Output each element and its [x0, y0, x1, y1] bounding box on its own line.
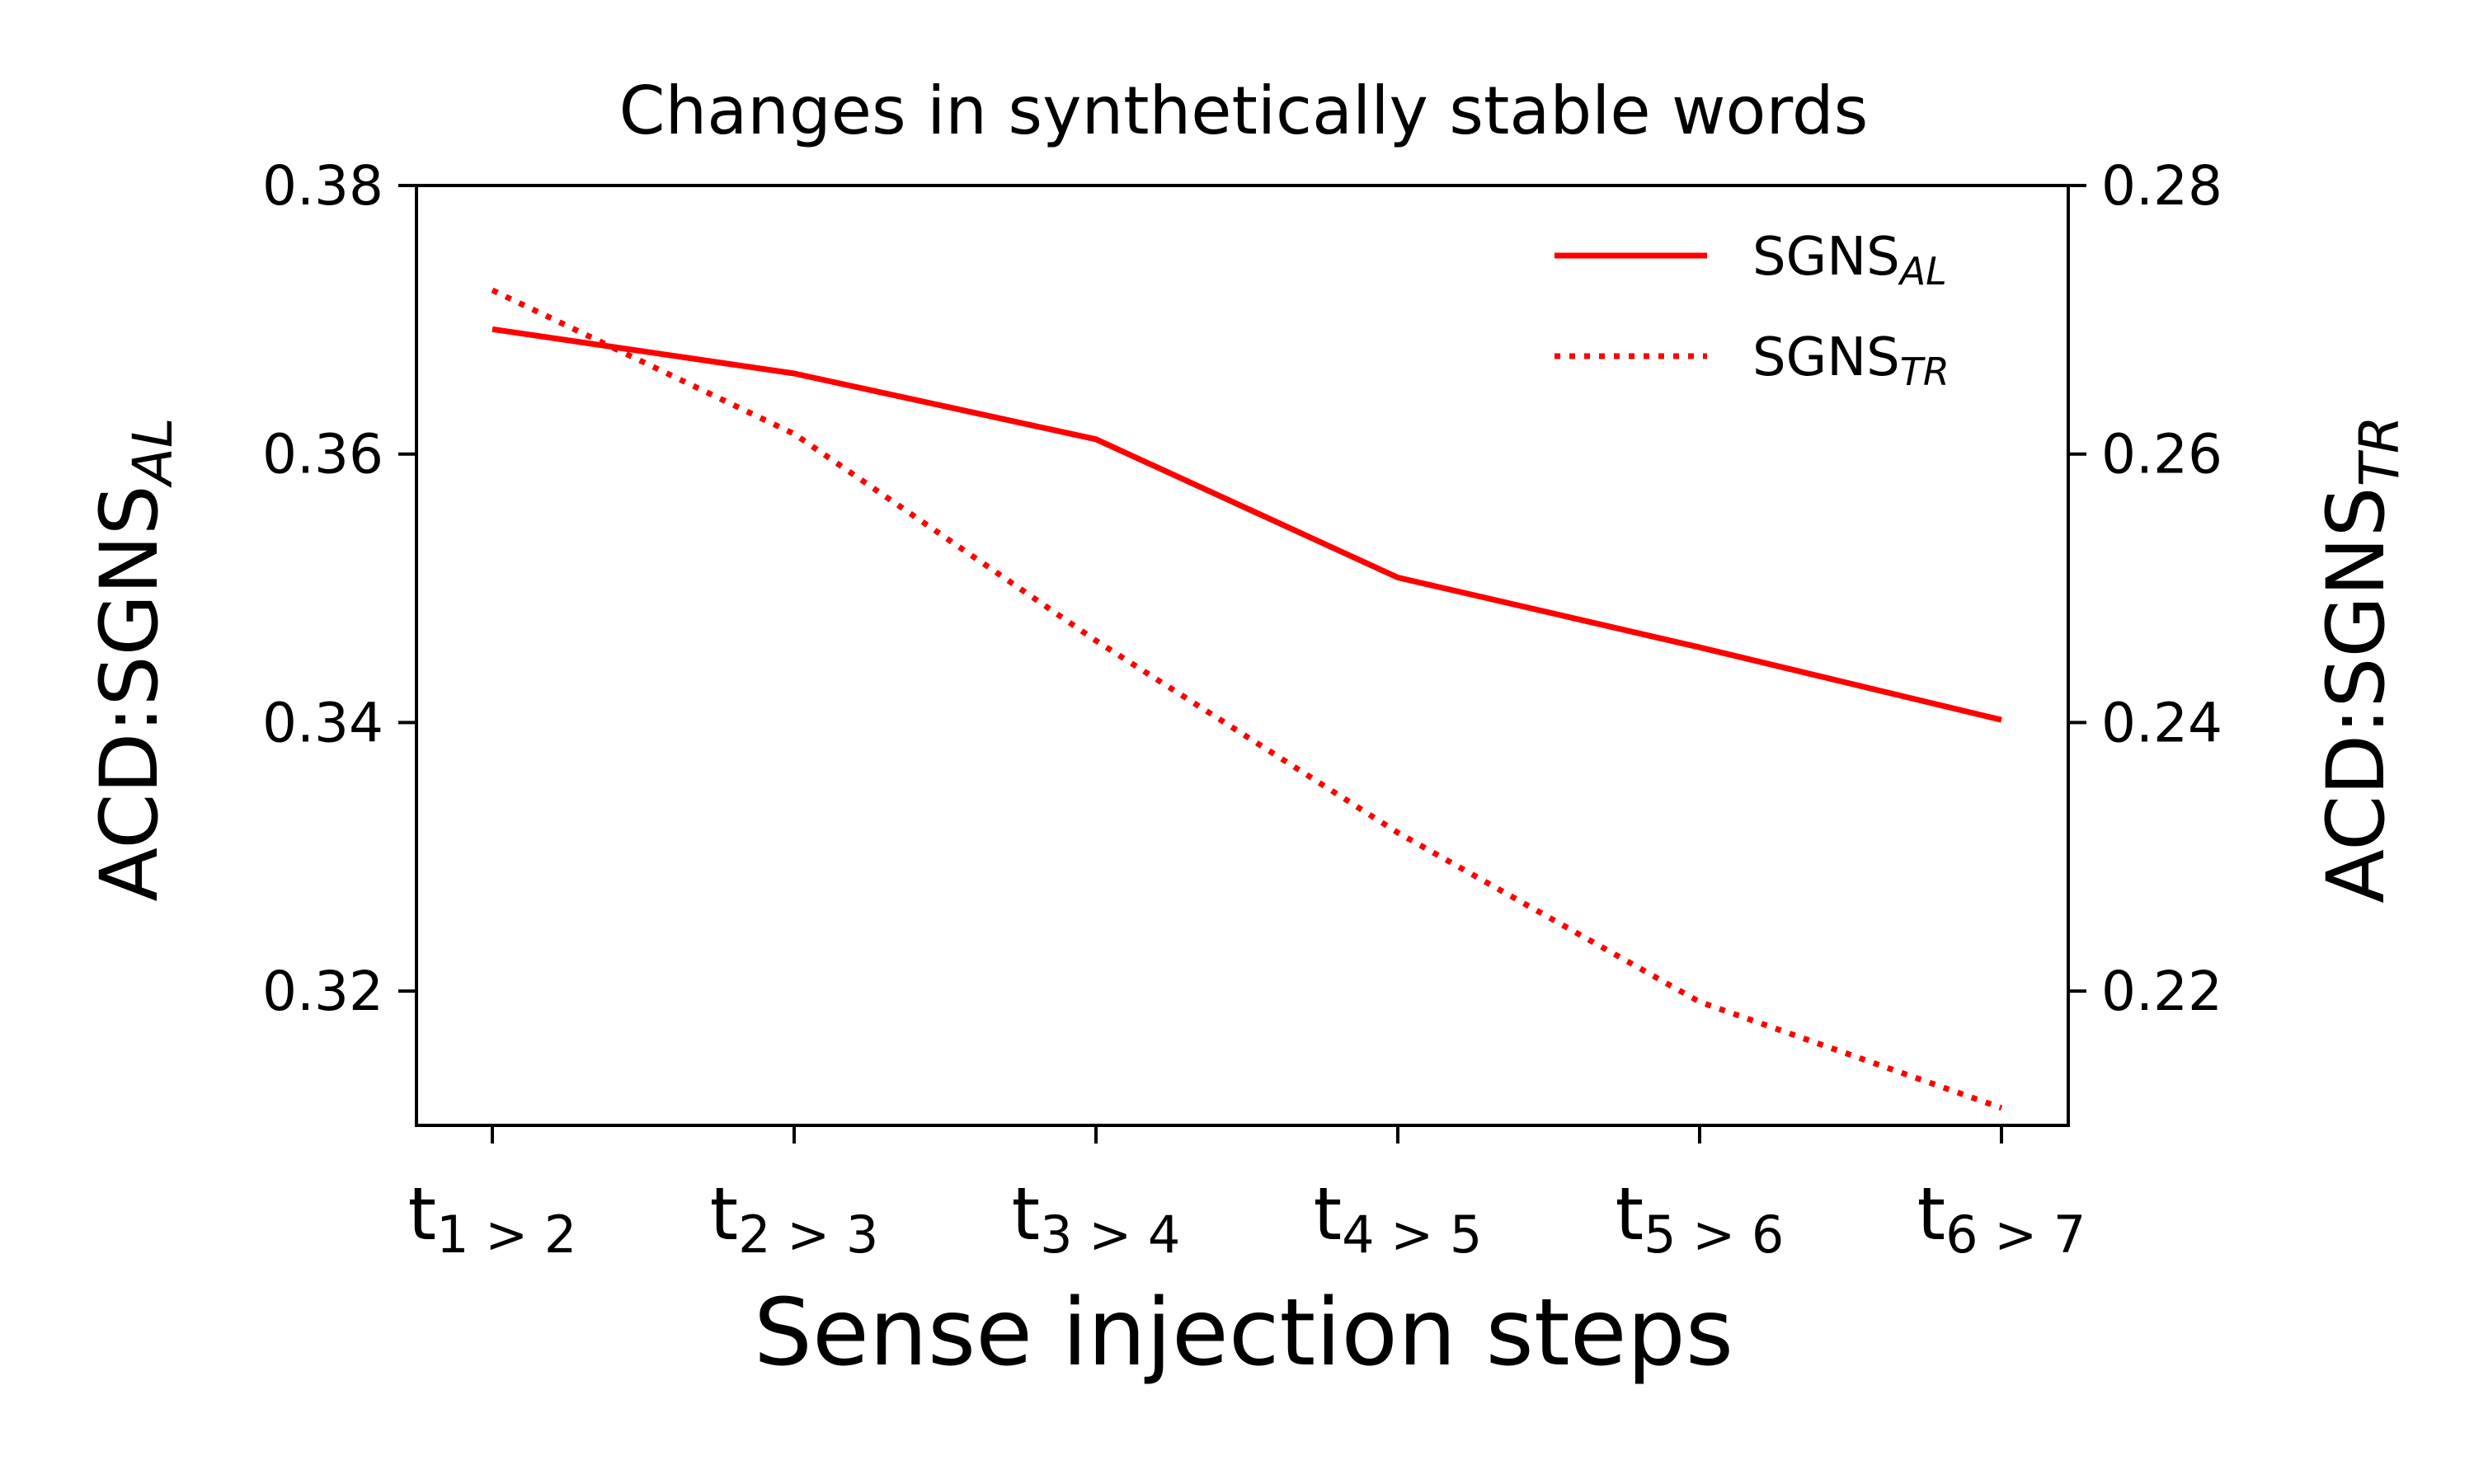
y-axis-left: 0.32 0.34 0.36 0.38	[262, 154, 416, 1023]
y-axis-right-label-main: ACD:SGNS	[2310, 486, 2402, 903]
x-axis: t1 > 2 t2 > 3 t3 > 4 t4 > 5 t5 > 6 t6 > 7	[408, 1125, 2086, 1265]
x-tick-label-sub: 2 > 3	[738, 1205, 878, 1265]
x-tick-label-main: t	[1012, 1172, 1041, 1256]
x-tick-label: t6 > 7	[1917, 1172, 2086, 1265]
series-line-sgns-al	[492, 326, 2002, 723]
x-tick-label-sub: 6 > 7	[1945, 1205, 2086, 1265]
x-tick-label-sub: 5 > 6	[1644, 1205, 1784, 1265]
x-tick-label-main: t	[1616, 1172, 1644, 1256]
y-tick-label-right: 0.28	[2101, 154, 2222, 218]
x-tick-label: t5 > 6	[1616, 1172, 1785, 1265]
legend-entry-2-name: SGNS	[1752, 327, 1900, 388]
x-tick-label: t4 > 5	[1314, 1172, 1483, 1265]
x-tick-label: t1 > 2	[408, 1172, 577, 1265]
y-axis-right-label-sub: TR	[2348, 416, 2411, 486]
chart-title: Changes in synthetically stable words	[619, 73, 1869, 149]
y-tick-label-right: 0.26	[2101, 423, 2222, 486]
legend-entry-1-sub: AL	[1898, 249, 1947, 294]
legend-entry-2: SGNSTR	[1752, 327, 1950, 394]
legend-entry-1-name: SGNS	[1752, 227, 1900, 288]
legend-entry-1: SGNSAL	[1752, 227, 1947, 294]
x-tick-label-sub: 4 > 5	[1342, 1205, 1482, 1265]
plot-area	[415, 184, 2070, 1127]
x-tick-label-main: t	[710, 1172, 739, 1256]
x-tick-label: t3 > 4	[1012, 1172, 1181, 1265]
series-line-sgns-tr	[491, 287, 2003, 1111]
legend-entry-2-sub: TR	[1900, 350, 1950, 394]
x-tick-label-main: t	[408, 1172, 437, 1256]
x-axis-label: Sense injection steps	[754, 1280, 1733, 1387]
y-tick-label-left: 0.32	[262, 960, 383, 1023]
y-tick-label-right: 0.22	[2101, 960, 2222, 1023]
y-axis-left-label-sub: AL	[121, 417, 185, 488]
series-lines	[491, 287, 2003, 1111]
y-axis-right: 0.22 0.24 0.26 0.28	[2068, 154, 2222, 1023]
y-axis-left-label: ACD:SGNSAL	[83, 417, 185, 901]
x-tick-label: t2 > 3	[710, 1172, 879, 1265]
x-tick-label-main: t	[1917, 1172, 1946, 1256]
x-tick-label-sub: 3 > 4	[1040, 1205, 1180, 1265]
y-tick-label-right: 0.24	[2101, 691, 2222, 754]
plot-frame	[415, 184, 2070, 1127]
y-axis-left-label-main: ACD:SGNS	[83, 485, 176, 901]
x-tick-label-sub: 1 > 2	[436, 1205, 576, 1265]
y-tick-label-left: 0.34	[262, 691, 383, 754]
y-tick-label-left: 0.38	[262, 154, 383, 218]
y-tick-label-left: 0.36	[262, 423, 383, 486]
legend: SGNSAL SGNSTR	[1554, 227, 1950, 394]
x-tick-label-main: t	[1314, 1172, 1343, 1256]
y-axis-right-label: ACD:SGNSTR	[2310, 416, 2411, 904]
